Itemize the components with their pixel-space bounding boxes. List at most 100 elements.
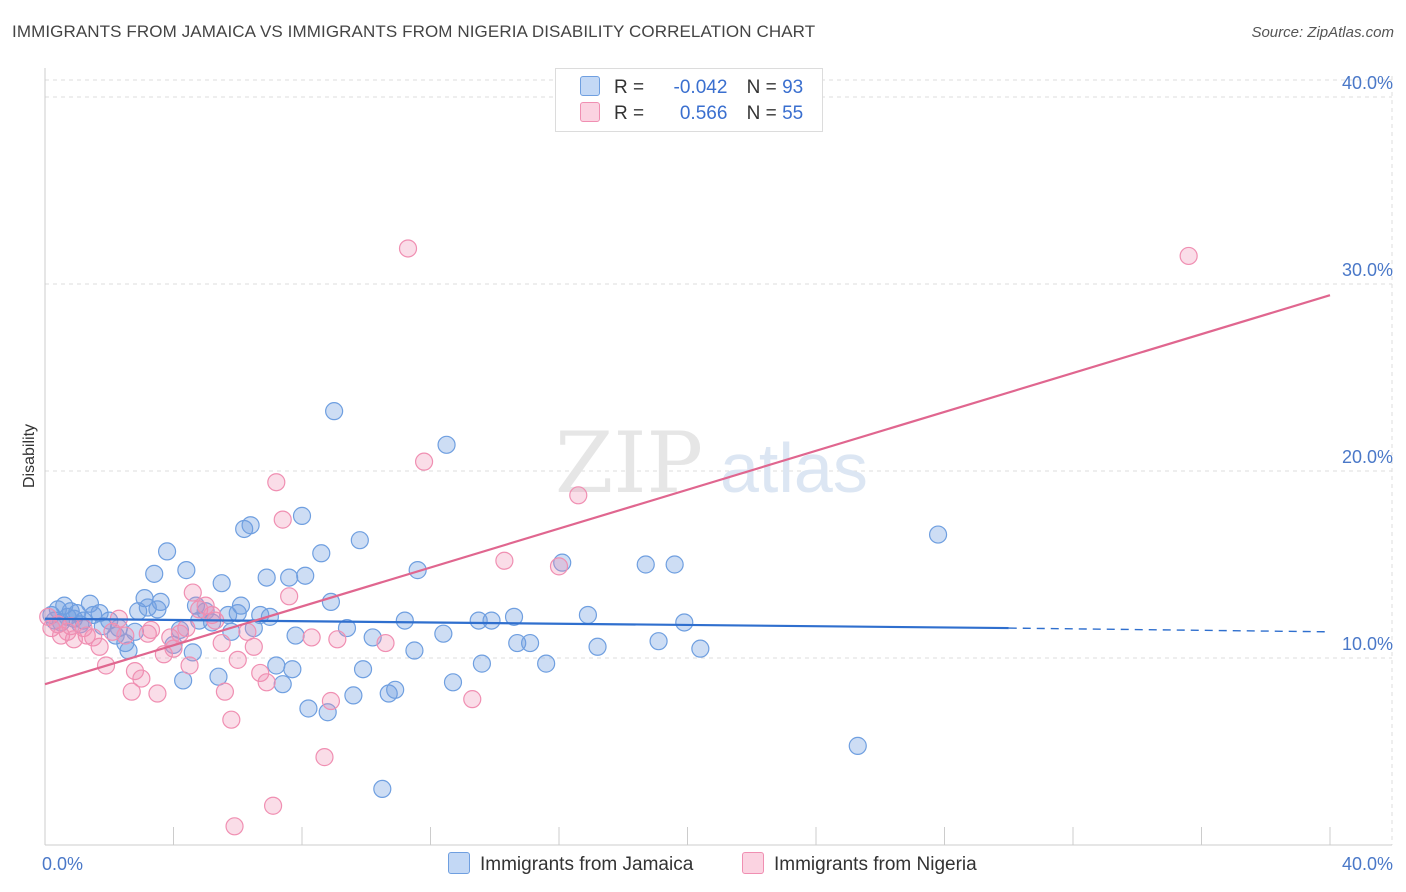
data-point-nigeria xyxy=(302,628,321,647)
data-point-jamaica xyxy=(241,516,260,535)
trend-line-jamaica xyxy=(44,617,1009,630)
data-point-nigeria xyxy=(549,557,569,576)
data-point-jamaica xyxy=(68,604,87,623)
tick-labels: 10.0% 20.0% 30.0% 40.0% 0.0% 40.0% xyxy=(42,73,1393,874)
data-point-nigeria xyxy=(77,626,96,645)
data-point-jamaica xyxy=(321,592,341,612)
data-point-jamaica xyxy=(928,525,948,544)
data-point-nigeria xyxy=(280,587,299,606)
nigeria-r-value: 0.566 xyxy=(679,103,728,124)
data-point-jamaica xyxy=(437,435,456,454)
nigeria-swatch xyxy=(580,102,600,122)
legend-row-jamaica: R = -0.042 N = 93 xyxy=(580,76,803,100)
data-point-jamaica xyxy=(318,703,337,722)
nigeria-n-value: 55 xyxy=(782,103,804,124)
data-point-jamaica xyxy=(665,555,684,574)
data-point-jamaica xyxy=(472,654,491,673)
data-point-jamaica xyxy=(482,611,501,630)
data-point-jamaica xyxy=(267,656,286,675)
data-point-jamaica xyxy=(344,686,363,705)
data-point-jamaica xyxy=(257,568,276,587)
data-point-nigeria xyxy=(315,748,334,767)
trend-line-jamaica-extension xyxy=(1008,627,1331,633)
n-label: N = xyxy=(746,77,777,98)
y-axis-label: Disability xyxy=(21,424,38,488)
data-point-jamaica xyxy=(299,699,318,718)
trend-lines xyxy=(44,294,1331,686)
data-point-nigeria xyxy=(398,239,418,258)
data-point-jamaica xyxy=(588,637,607,656)
data-point-nigeria xyxy=(263,796,283,815)
data-point-jamaica xyxy=(286,626,305,645)
data-point-nigeria xyxy=(267,473,286,492)
data-point-jamaica xyxy=(578,605,598,625)
n-label: N = xyxy=(746,103,777,124)
grid xyxy=(45,76,1393,845)
data-point-nigeria xyxy=(569,486,588,505)
y-tick-label: 10.0% xyxy=(1342,634,1393,654)
data-point-nigeria xyxy=(376,633,395,653)
data-point-jamaica xyxy=(231,596,251,615)
source-label: Source: ZipAtlas.com xyxy=(1251,24,1394,41)
data-point-nigeria xyxy=(244,637,263,656)
data-point-jamaica xyxy=(80,594,100,613)
legend-row-nigeria: R = 0.566 N = 55 xyxy=(580,102,803,126)
data-point-jamaica xyxy=(325,402,344,421)
trend-line-nigeria xyxy=(44,294,1331,686)
y-tick-label: 20.0% xyxy=(1342,447,1393,467)
data-point-jamaica xyxy=(202,613,222,632)
data-point-jamaica xyxy=(174,671,193,690)
data-point-jamaica xyxy=(386,680,405,699)
data-point-nigeria xyxy=(414,452,434,471)
jamaica-legend-label: Immigrants from Jamaica xyxy=(480,854,694,875)
jamaica-swatch xyxy=(580,76,600,96)
data-point-nigeria xyxy=(1179,246,1198,266)
data-point-jamaica xyxy=(691,639,710,658)
data-point-nigeria xyxy=(257,673,276,692)
data-point-nigeria xyxy=(84,628,103,647)
jamaica-n-value: 93 xyxy=(782,77,804,98)
data-point-nigeria xyxy=(463,690,482,709)
data-point-jamaica xyxy=(151,592,170,612)
data-point-jamaica xyxy=(145,564,164,583)
data-point-jamaica xyxy=(273,675,292,694)
data-point-jamaica xyxy=(848,736,867,755)
data-point-jamaica xyxy=(405,641,424,660)
data-point-nigeria xyxy=(273,510,292,529)
x-tick-label-max: 40.0% xyxy=(1342,854,1393,874)
data-point-jamaica xyxy=(636,555,655,574)
data-point-nigeria xyxy=(122,682,141,701)
bottom-legend-jamaica: Immigrants from Jamaica xyxy=(448,852,693,876)
data-point-jamaica xyxy=(408,561,427,580)
series-nigeria xyxy=(39,239,1198,836)
data-point-jamaica xyxy=(177,561,196,580)
chart-title: IMMIGRANTS FROM JAMAICA VS IMMIGRANTS FR… xyxy=(12,22,816,41)
data-point-jamaica xyxy=(373,779,392,799)
data-point-nigeria xyxy=(90,637,109,656)
data-point-nigeria xyxy=(39,607,58,626)
data-point-jamaica xyxy=(675,613,694,632)
x-tick-label-min: 0.0% xyxy=(42,854,83,874)
bottom-legend-nigeria: Immigrants from Nigeria xyxy=(742,852,977,876)
nigeria-swatch xyxy=(742,852,764,874)
r-label: R = xyxy=(614,77,645,98)
data-point-nigeria xyxy=(212,633,231,653)
data-point-jamaica xyxy=(312,544,331,563)
data-point-nigeria xyxy=(125,661,145,681)
data-point-jamaica xyxy=(443,673,463,692)
data-point-jamaica xyxy=(209,667,228,686)
correlation-legend: R = -0.042 N = 93 R = 0.566 N = 55 xyxy=(555,68,823,132)
data-point-jamaica xyxy=(212,574,231,593)
data-point-nigeria xyxy=(251,663,270,683)
data-point-jamaica xyxy=(504,607,524,626)
data-point-nigeria xyxy=(196,596,215,615)
data-point-jamaica xyxy=(283,660,302,679)
data-point-jamaica xyxy=(434,624,453,643)
data-point-nigeria xyxy=(328,630,347,649)
y-tick-label: 40.0% xyxy=(1342,73,1393,93)
y-tick-label: 30.0% xyxy=(1342,260,1393,280)
data-point-jamaica xyxy=(296,566,315,585)
data-point-nigeria xyxy=(180,656,199,675)
nigeria-legend-label: Immigrants from Nigeria xyxy=(774,854,977,875)
